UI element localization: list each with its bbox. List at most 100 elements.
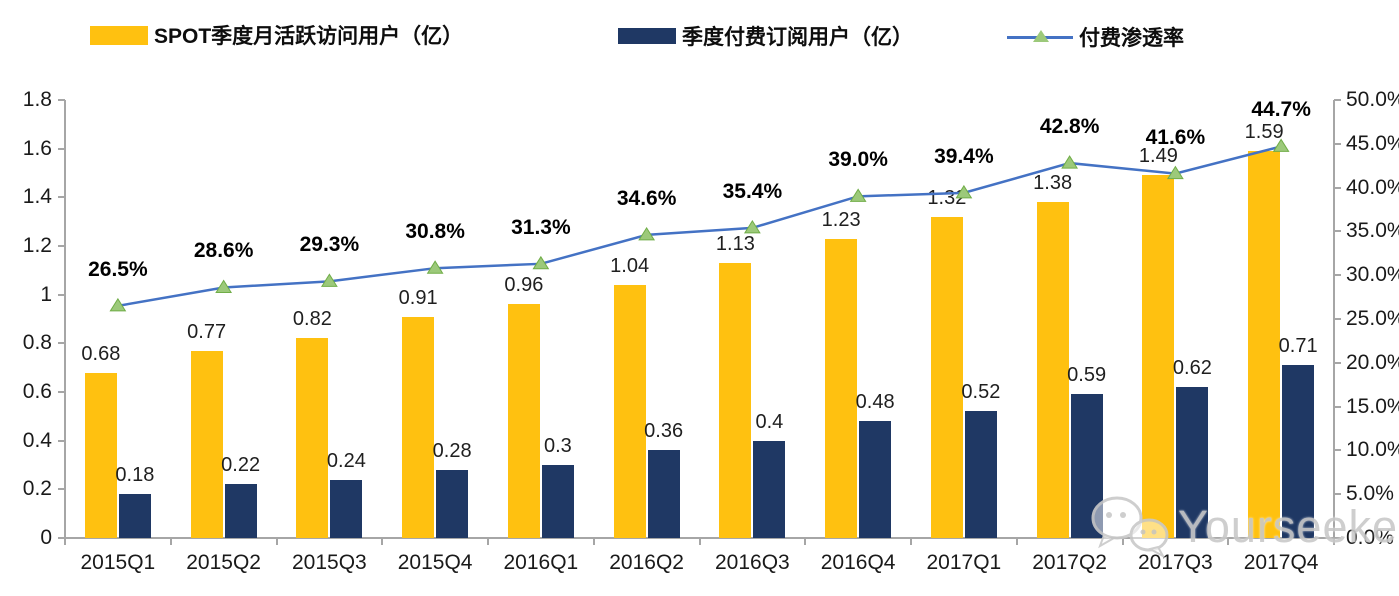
subscribers-bar-label: 0.3 <box>543 435 572 457</box>
x-axis-label: 2015Q1 <box>80 551 156 574</box>
penetration-label: 39.0% <box>828 148 888 172</box>
mau-bar <box>1248 151 1281 538</box>
subscribers-bar-label: 0.18 <box>115 464 155 487</box>
subscribers-bar-label: 0.52 <box>961 381 1001 404</box>
left-axis-tick-label: 0 <box>40 526 52 549</box>
right-axis-tick <box>1334 230 1341 233</box>
mau-bar <box>825 238 858 538</box>
mau-bar <box>296 338 329 538</box>
subscribers-bar-label: 0.22 <box>221 454 261 477</box>
mau-bar <box>402 316 435 538</box>
mau-bar <box>1036 202 1069 538</box>
right-axis-tick <box>1334 493 1341 496</box>
left-axis-tick <box>58 342 65 345</box>
subscribers-bar <box>118 494 151 538</box>
mau-bar <box>719 263 752 538</box>
mau-legend-swatch-icon <box>90 25 148 45</box>
mau-bar-label: 1.38 <box>1033 172 1073 195</box>
penetration-marker-icon <box>320 273 338 287</box>
left-axis-tick-label: 0.8 <box>22 331 52 355</box>
x-axis-tick <box>592 538 595 545</box>
mau-bar-label: 0.68 <box>81 342 121 365</box>
mau-bar-label: 0.96 <box>504 274 544 297</box>
subscribers-bar <box>224 484 257 538</box>
left-axis-tick-label: 0.2 <box>22 477 52 501</box>
x-axis-label: 2017Q2 <box>1032 551 1107 574</box>
x-axis-label: 2015Q2 <box>186 551 261 574</box>
right-axis-tick-label: 35.0% <box>1346 219 1399 243</box>
x-axis-tick <box>698 538 701 545</box>
right-axis-tick <box>1334 274 1341 277</box>
penetration-label: 34.6% <box>616 186 677 210</box>
penetration-marker-icon <box>215 279 233 293</box>
x-axis-tick <box>1333 538 1335 545</box>
x-axis-tick <box>804 538 807 545</box>
left-axis-tick <box>58 196 65 199</box>
penetration-marker-icon <box>1166 165 1184 180</box>
mau-bar-label: 1.23 <box>821 208 861 231</box>
penetration-line-legend-icon <box>1007 29 1073 42</box>
legend-item-penetration: 付费渗透率 <box>1007 22 1184 52</box>
subscribers-bar <box>753 440 786 538</box>
penetration-marker-icon <box>426 260 444 274</box>
x-axis-tick <box>381 538 384 545</box>
mau-bar-label: 1.04 <box>610 254 650 277</box>
mau-bar <box>930 216 963 538</box>
legend: SPOT季度月活跃访问用户（亿） 季度付费订阅用户（亿） 付费渗透率 <box>0 0 1399 60</box>
right-axis-tick <box>1334 318 1341 320</box>
x-axis-tick <box>1227 538 1230 545</box>
x-axis-tick <box>169 538 172 545</box>
mau-bar <box>507 304 540 538</box>
left-axis-tick-label: 1.2 <box>22 234 52 257</box>
mau-bar <box>190 350 223 538</box>
subscribers-bar-label: 0.48 <box>855 391 895 414</box>
penetration-label: 39.4% <box>934 144 994 168</box>
penetration-label: 42.8% <box>1039 115 1100 139</box>
right-axis-tick <box>1334 361 1341 364</box>
right-axis-tick-label: 25.0% <box>1346 307 1399 330</box>
right-axis-tick-label: 30.0% <box>1346 263 1399 287</box>
right-axis-tick <box>1334 99 1341 101</box>
penetration-marker-icon <box>1061 155 1079 169</box>
right-axis-tick-label: 15.0% <box>1346 394 1399 418</box>
x-axis-tick <box>275 538 278 545</box>
left-axis-tick <box>58 99 65 101</box>
penetration-label: 30.8% <box>405 220 465 244</box>
left-axis-tick-label: 0.6 <box>22 380 52 403</box>
x-axis-label: 2015Q3 <box>292 551 367 574</box>
penetration-marker-icon <box>849 188 867 202</box>
mau-bar-label: 0.82 <box>292 308 332 331</box>
x-axis-label: 2016Q3 <box>715 551 790 574</box>
penetration-label: 29.3% <box>299 233 360 257</box>
penetration-marker-icon <box>109 297 127 312</box>
subscribers-bar-label: 0.28 <box>432 439 472 462</box>
subscribers-bar-label: 0.71 <box>1278 335 1318 358</box>
left-axis-tick <box>58 245 65 247</box>
mau-bar-label: 0.77 <box>187 320 227 343</box>
right-axis-tick <box>1334 449 1341 452</box>
left-y-axis <box>64 100 66 538</box>
x-axis-label: 2016Q1 <box>503 551 579 574</box>
x-axis-tick <box>64 538 66 545</box>
right-axis-tick <box>1334 537 1341 539</box>
mau-bar-label: 0.91 <box>398 286 438 309</box>
x-axis-label: 2017Q4 <box>1243 551 1319 574</box>
penetration-marker-icon <box>1272 138 1290 152</box>
subscribers-bar <box>1282 365 1315 538</box>
x-axis-tick <box>487 538 489 545</box>
x-axis-label: 2017Q1 <box>926 551 1002 574</box>
subscribers-bar-label: 0.62 <box>1172 357 1212 380</box>
legend-item-label: SPOT季度月活跃访问用户（亿） <box>154 25 464 48</box>
left-axis-tick <box>58 537 65 539</box>
penetration-marker-icon <box>638 226 656 241</box>
penetration-label: 44.7% <box>1251 98 1311 122</box>
left-axis-tick-label: 0.4 <box>22 428 52 452</box>
right-axis-tick-label: 50.0% <box>1346 88 1399 111</box>
right-axis-tick-label: 20.0% <box>1346 350 1399 374</box>
legend-item-label: 季度付费订阅用户（亿） <box>682 26 913 49</box>
left-axis-tick <box>58 147 65 150</box>
left-axis-tick-label: 1.8 <box>22 88 52 111</box>
subscribers-bar-label: 0.4 <box>755 410 784 433</box>
